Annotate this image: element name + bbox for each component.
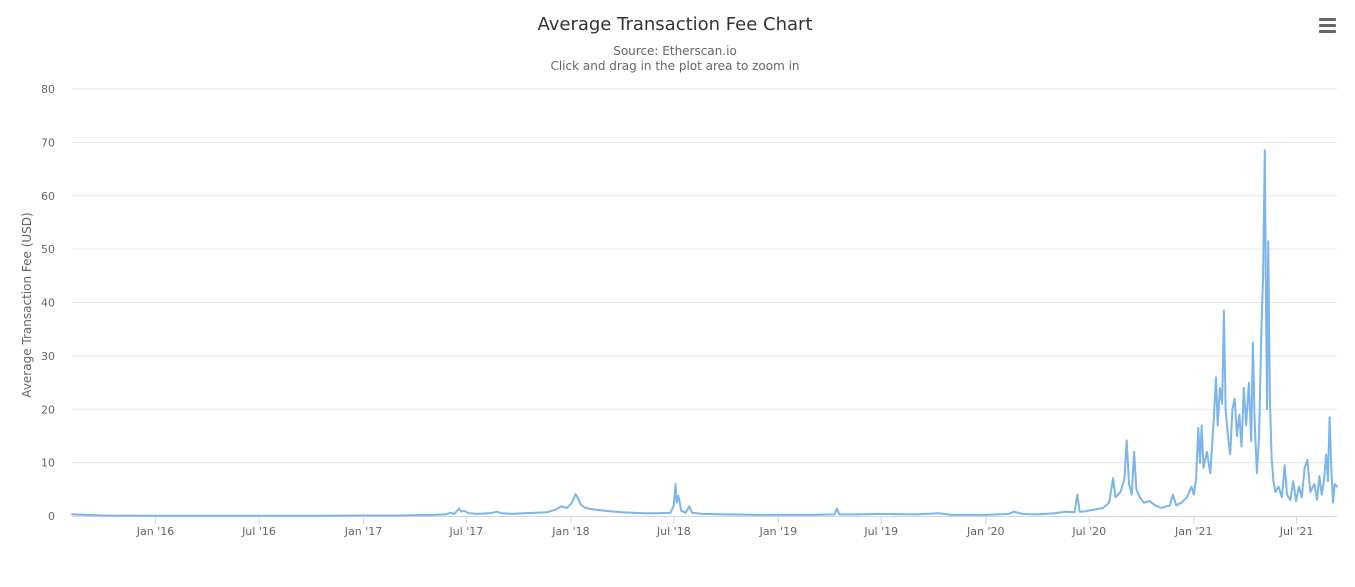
menu-bar-icon <box>1318 29 1336 33</box>
x-tick-label: Jul '18 <box>656 525 691 538</box>
y-tick-label: 70 <box>41 136 55 149</box>
series-line[interactable] <box>71 149 1338 517</box>
grid-lines <box>72 88 1337 464</box>
menu-bar-icon <box>1318 23 1336 27</box>
y-tick-label: 0 <box>48 510 55 523</box>
x-tick-label: Jan '20 <box>966 525 1004 538</box>
y-tick-label: 60 <box>41 190 55 203</box>
x-tick-label: Jan '16 <box>136 525 174 538</box>
x-axis: Jan '16 Jul '16 Jan '17 Jul '17 Jan '18 Jul '… <box>72 516 1337 538</box>
x-tick-label: Jul '16 <box>241 525 276 538</box>
y-tick-label: 80 <box>41 83 55 96</box>
chart-subtitle-hint: Click and drag in the plot area to zoom … <box>550 59 799 73</box>
chart-menu-button[interactable] <box>1312 11 1342 39</box>
x-tick-label: Jul '19 <box>863 525 898 538</box>
x-tick-label: Jul '21 <box>1279 525 1314 538</box>
chart-subtitle-source: Source: Etherscan.io <box>613 44 737 58</box>
y-tick-label: 20 <box>41 403 55 416</box>
x-tick-label: Jan '21 <box>1174 525 1212 538</box>
x-tick-label: Jul '17 <box>448 525 483 538</box>
series-layer <box>71 149 1338 517</box>
x-tick-label: Jul '20 <box>1071 525 1106 538</box>
chart-title: Average Transaction Fee Chart <box>537 14 812 35</box>
x-tick-label: Jan '17 <box>344 525 382 538</box>
y-axis-ticks: 0 10 20 30 40 50 60 70 80 <box>41 83 55 523</box>
y-axis-title: Average Transaction Fee (USD) <box>20 212 34 397</box>
y-tick-label: 40 <box>41 297 55 310</box>
y-tick-label: 30 <box>41 350 55 363</box>
x-tick-label: Jan '18 <box>551 525 589 538</box>
y-tick-label: 50 <box>41 243 55 256</box>
x-tick-label: Jan '19 <box>759 525 797 538</box>
y-tick-label: 10 <box>41 457 55 470</box>
menu-bar-icon <box>1318 17 1336 21</box>
